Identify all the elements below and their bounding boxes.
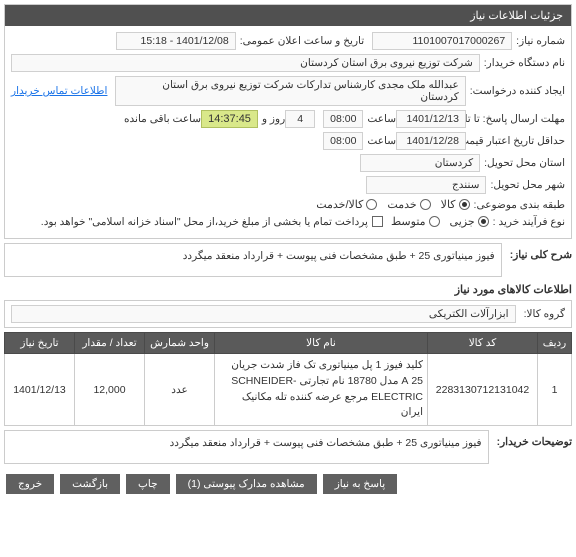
cell-date: 1401/12/13 <box>5 354 75 426</box>
radio-icon <box>478 216 489 227</box>
radio-khadamat-label: خدمت <box>387 198 416 211</box>
contact-link[interactable]: اطلاعات تماس خریدار <box>11 85 107 97</box>
panel-title: جزئیات اطلاعات نیاز <box>5 5 571 26</box>
reply-button[interactable]: پاسخ به نیاز <box>323 474 397 494</box>
requester-label: ایجاد کننده درخواست: <box>470 85 565 97</box>
need-number-label: شماره نیاز: <box>516 35 565 47</box>
announce-value: 1401/12/08 - 15:18 <box>116 32 236 50</box>
validity-date: 1401/12/28 <box>396 132 466 150</box>
deadline-date: 1401/12/13 <box>396 110 466 128</box>
radio-icon <box>459 199 470 210</box>
subject-type-group: کالا خدمت کالا/خدمت <box>316 198 469 211</box>
col-date: تاریخ نیاز <box>5 333 75 354</box>
col-name: نام کالا <box>215 333 428 354</box>
cell-name: کلید فیوز 1 پل مینیاتوری تک فاز شدت جریا… <box>215 354 428 426</box>
radio-motevasset[interactable]: متوسط <box>391 215 440 228</box>
main-panel: جزئیات اطلاعات نیاز شماره نیاز: 11010070… <box>4 4 572 239</box>
table-header-row: ردیف کد کالا نام کالا واحد شمارش تعداد /… <box>5 333 572 354</box>
buyer-notes-text: فیوز مینیاتوری 25 + طبق مشخصات فنی پیوست… <box>4 430 489 464</box>
saat-label-2: ساعت <box>367 135 396 147</box>
subject-type-label: طبقه بندی موضوعی: <box>474 199 565 211</box>
table-row: 1 2283130712131042 کلید فیوز 1 پل مینیات… <box>5 354 572 426</box>
print-button[interactable]: چاپ <box>126 474 170 494</box>
purchase-type-group: جزیی متوسط <box>391 215 489 228</box>
cell-qty: 12,000 <box>75 354 145 426</box>
city-label: شهر محل تحویل: <box>490 179 565 191</box>
purchase-type-label: نوع فرآیند خرید : <box>493 216 565 228</box>
cell-row: 1 <box>538 354 572 426</box>
col-unit: واحد شمارش <box>145 333 215 354</box>
radio-kala-khadamat-label: کالا/خدمت <box>316 198 363 211</box>
goods-table: ردیف کد کالا نام کالا واحد شمارش تعداد /… <box>4 332 572 426</box>
radio-kala[interactable]: کالا <box>441 198 470 211</box>
radio-motevasset-label: متوسط <box>391 215 426 228</box>
validity-label: حداقل تاریخ اعتبار قیمت: تا تاریخ: <box>470 135 565 147</box>
need-subject-label: شرح کلی نیاز: <box>510 243 572 261</box>
validity-time: 08:00 <box>323 132 363 150</box>
city-value: سنندج <box>366 176 486 194</box>
radio-kala-khadamat[interactable]: کالا/خدمت <box>316 198 377 211</box>
need-number-value: 1101007017000267 <box>372 32 512 50</box>
cell-code: 2283130712131042 <box>428 354 538 426</box>
radio-kala-label: کالا <box>441 198 456 211</box>
saat-label-1: ساعت <box>367 113 396 125</box>
back-button[interactable]: بازگشت <box>60 474 120 494</box>
province-label: استان محل تحویل: <box>484 157 565 169</box>
radio-jozei[interactable]: جزیی <box>450 215 489 228</box>
need-subject-text: فیوز مینیاتوری 25 + طبق مشخصات فنی پیوست… <box>4 243 502 277</box>
group-label: گروه کالا: <box>524 308 565 320</box>
requester-value: عبدالله ملک مجدی کارشناس تدارکات شرکت تو… <box>115 76 465 106</box>
group-value: ابزارآلات الکتریکی <box>11 305 516 323</box>
radio-icon <box>420 199 431 210</box>
buyer-notes-label: توضیحات خریدار: <box>497 430 572 448</box>
radio-jozei-label: جزیی <box>450 215 475 228</box>
radio-icon <box>366 199 377 210</box>
attachments-button[interactable]: مشاهده مدارک پیوستی (1) <box>176 474 317 494</box>
announce-label: تاریخ و ساعت اعلان عمومی: <box>240 35 364 47</box>
cell-unit: عدد <box>145 354 215 426</box>
buyer-label: نام دستگاه خریدار: <box>484 57 565 69</box>
col-code: کد کالا <box>428 333 538 354</box>
deadline-label: مهلت ارسال پاسخ: تا تاریخ: <box>470 113 565 125</box>
province-value: کردستان <box>360 154 480 172</box>
button-bar: پاسخ به نیاز مشاهده مدارک پیوستی (1) چاپ… <box>0 468 576 500</box>
rooz-va: روز و <box>262 113 285 125</box>
col-qty: تعداد / مقدار <box>75 333 145 354</box>
payment-checkbox[interactable] <box>372 216 383 227</box>
exit-button[interactable]: خروج <box>6 474 54 494</box>
radio-khadamat[interactable]: خدمت <box>387 198 430 211</box>
days-remain: 4 <box>285 110 315 128</box>
panel-body: شماره نیاز: 1101007017000267 تاریخ و ساع… <box>5 26 571 238</box>
countdown-time: 14:37:45 <box>201 110 258 128</box>
remain-suffix: ساعت باقی مانده <box>124 113 201 125</box>
col-row: ردیف <box>538 333 572 354</box>
goods-section-title: اطلاعات کالاهای مورد نیاز <box>4 283 572 296</box>
payment-checkbox-text: پرداخت تمام یا بخشی از مبلغ خرید،از محل … <box>41 216 368 228</box>
buyer-value: شرکت توزیع نیروی برق استان کردستان <box>11 54 480 72</box>
deadline-time: 08:00 <box>323 110 363 128</box>
radio-icon <box>429 216 440 227</box>
